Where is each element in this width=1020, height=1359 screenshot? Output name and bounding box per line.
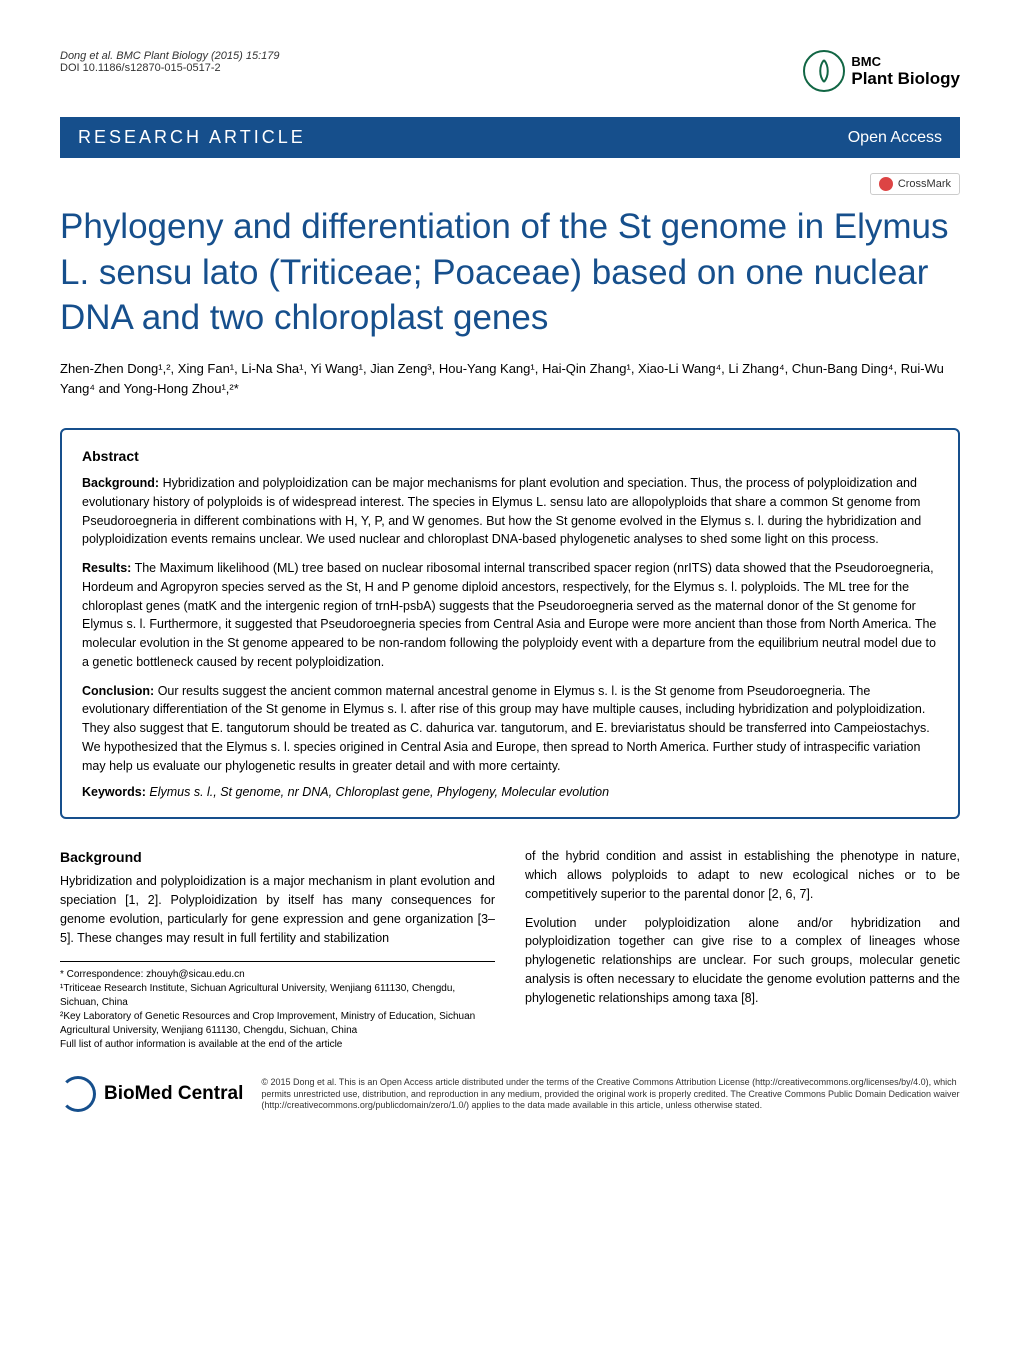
abstract-results: Results: The Maximum likelihood (ML) tre… <box>82 559 938 672</box>
citation-doi: DOI 10.1186/s12870-015-0517-2 <box>60 62 280 74</box>
abstract-box: Abstract Background: Hybridization and p… <box>60 428 960 819</box>
page-container: Dong et al. BMC Plant Biology (2015) 15:… <box>0 0 1020 1162</box>
bmc-logo: BMC Plant Biology <box>803 50 960 92</box>
column-right: of the hybrid condition and assist in es… <box>525 847 960 1052</box>
abstract-conclusion-label: Conclusion: <box>82 684 154 698</box>
crossmark-label: CrossMark <box>898 178 951 190</box>
body-columns: Background Hybridization and polyploidiz… <box>60 847 960 1052</box>
abstract-keywords: Keywords: Elymus s. l., St genome, nr DN… <box>82 785 938 799</box>
abstract-background-text: Hybridization and polyploidization can b… <box>82 476 921 546</box>
keywords-text: Elymus s. l., St genome, nr DNA, Chlorop… <box>146 785 609 799</box>
footer-bar: BioMed Central © 2015 Dong et al. This i… <box>60 1076 960 1112</box>
crossmark-badge[interactable]: CrossMark <box>870 173 960 195</box>
bmc-logo-icon <box>803 50 845 92</box>
biomed-swirl-icon <box>60 1076 96 1112</box>
abstract-background-label: Background: <box>82 476 159 490</box>
correspondence-line: * Correspondence: zhouyh@sicau.edu.cn <box>60 968 495 982</box>
abstract-results-text: The Maximum likelihood (ML) tree based o… <box>82 561 936 669</box>
author-list: Zhen-Zhen Dong¹,², Xing Fan¹, Li-Na Sha¹… <box>60 359 960 401</box>
license-text: © 2015 Dong et al. This is an Open Acces… <box>261 1077 960 1112</box>
bmc-logo-text-wrap: BMC Plant Biology <box>851 54 960 89</box>
crossmark-icon <box>879 177 893 191</box>
article-type-banner: RESEARCH ARTICLE Open Access <box>60 117 960 158</box>
full-author-list-note: Full list of author information is avail… <box>60 1038 495 1052</box>
abstract-conclusion: Conclusion: Our results suggest the anci… <box>82 682 938 776</box>
biomed-logo: BioMed Central <box>60 1076 243 1112</box>
citation-block: Dong et al. BMC Plant Biology (2015) 15:… <box>60 50 280 74</box>
biomed-logo-text: BioMed Central <box>104 1083 243 1105</box>
body-col2-p2: Evolution under polyploidization alone a… <box>525 914 960 1008</box>
crossmark-wrap: CrossMark <box>60 173 960 196</box>
abstract-heading: Abstract <box>82 448 938 464</box>
abstract-background: Background: Hybridization and polyploidi… <box>82 474 938 549</box>
affiliation-2: ²Key Laboratory of Genetic Resources and… <box>60 1010 495 1038</box>
footnotes: * Correspondence: zhouyh@sicau.edu.cn ¹T… <box>60 961 495 1052</box>
body-col2-p1: of the hybrid condition and assist in es… <box>525 847 960 903</box>
keywords-label: Keywords: <box>82 785 146 799</box>
article-title: Phylogeny and differentiation of the St … <box>60 204 960 341</box>
column-left: Background Hybridization and polyploidiz… <box>60 847 495 1052</box>
bmc-logo-top: BMC <box>851 54 960 69</box>
abstract-results-label: Results: <box>82 561 131 575</box>
affiliation-1: ¹Triticeae Research Institute, Sichuan A… <box>60 982 495 1010</box>
background-heading: Background <box>60 847 495 868</box>
open-access-label: Open Access <box>848 129 942 147</box>
citation-authors: Dong et al. BMC Plant Biology (2015) 15:… <box>60 50 280 62</box>
abstract-conclusion-text: Our results suggest the ancient common m… <box>82 684 930 773</box>
article-type-label: RESEARCH ARTICLE <box>78 127 306 148</box>
header-top: Dong et al. BMC Plant Biology (2015) 15:… <box>60 50 960 92</box>
bmc-logo-bottom: Plant Biology <box>851 69 960 89</box>
body-col1-p1: Hybridization and polyploidization is a … <box>60 872 495 947</box>
